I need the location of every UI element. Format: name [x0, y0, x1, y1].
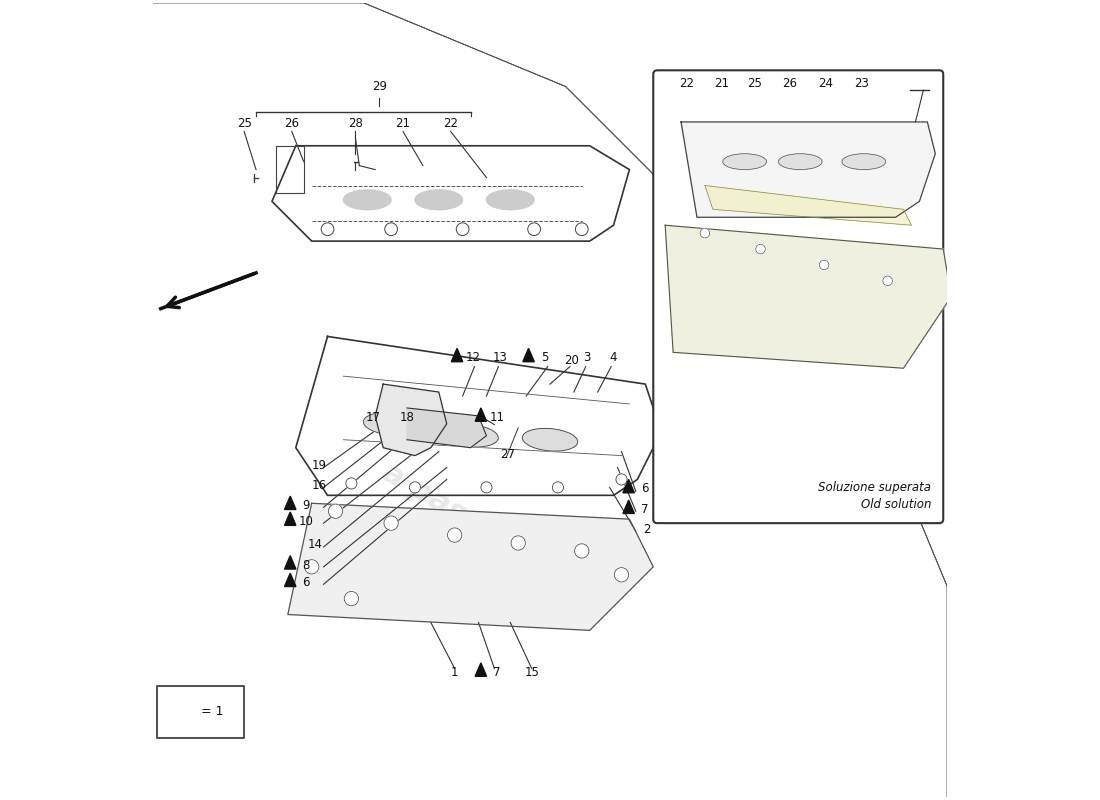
Circle shape — [345, 478, 358, 489]
Text: a passion: a passion — [376, 458, 532, 565]
Text: 13: 13 — [493, 351, 507, 364]
Circle shape — [384, 516, 398, 530]
Polygon shape — [175, 701, 187, 715]
Circle shape — [512, 536, 526, 550]
Circle shape — [329, 504, 343, 518]
Text: 22: 22 — [679, 78, 694, 90]
Text: 17: 17 — [366, 411, 381, 424]
Text: 19: 19 — [312, 459, 327, 473]
Circle shape — [409, 482, 420, 493]
Text: 14: 14 — [308, 538, 323, 551]
Text: 6: 6 — [302, 576, 310, 590]
Polygon shape — [288, 503, 653, 630]
Text: 15: 15 — [525, 666, 540, 679]
Text: 26: 26 — [782, 78, 797, 90]
Text: 8: 8 — [302, 558, 310, 572]
Circle shape — [528, 223, 540, 235]
Ellipse shape — [443, 425, 498, 447]
Text: for excellence: for excellence — [421, 535, 568, 630]
Ellipse shape — [486, 190, 535, 210]
Circle shape — [344, 591, 359, 606]
Text: 26: 26 — [284, 117, 299, 130]
Circle shape — [305, 560, 319, 574]
Polygon shape — [407, 408, 486, 448]
Polygon shape — [285, 556, 296, 569]
Polygon shape — [375, 384, 447, 456]
Circle shape — [552, 482, 563, 493]
Text: 3: 3 — [584, 351, 591, 364]
Text: 29: 29 — [372, 80, 387, 93]
Text: 7: 7 — [641, 503, 648, 516]
Polygon shape — [705, 186, 912, 226]
FancyBboxPatch shape — [157, 686, 244, 738]
Polygon shape — [623, 500, 635, 514]
Text: 22: 22 — [443, 117, 459, 130]
Text: 21: 21 — [396, 117, 410, 130]
Text: 1: 1 — [451, 666, 459, 679]
Text: 4: 4 — [609, 351, 616, 364]
Polygon shape — [666, 226, 952, 368]
Polygon shape — [522, 348, 535, 362]
Text: 7: 7 — [493, 666, 500, 679]
Text: Old solution: Old solution — [861, 498, 932, 511]
Polygon shape — [285, 512, 296, 526]
Text: Soluzione superata: Soluzione superata — [818, 481, 932, 494]
Text: 25: 25 — [748, 78, 762, 90]
Ellipse shape — [723, 154, 767, 170]
Text: 9: 9 — [302, 499, 310, 512]
Polygon shape — [451, 348, 463, 362]
Polygon shape — [285, 496, 296, 510]
Circle shape — [448, 528, 462, 542]
Ellipse shape — [522, 428, 578, 451]
Ellipse shape — [343, 190, 392, 210]
Ellipse shape — [415, 190, 463, 210]
Text: 28: 28 — [348, 117, 363, 130]
Circle shape — [575, 223, 589, 235]
Text: = 1: = 1 — [201, 705, 223, 718]
Text: 5: 5 — [541, 351, 548, 364]
Text: 24: 24 — [818, 78, 833, 90]
Circle shape — [756, 244, 766, 254]
Text: 21: 21 — [714, 78, 729, 90]
Circle shape — [701, 229, 710, 238]
Polygon shape — [475, 663, 486, 676]
Text: 23: 23 — [854, 78, 869, 90]
Circle shape — [481, 482, 492, 493]
Text: 18: 18 — [399, 411, 415, 424]
Text: 16: 16 — [312, 479, 327, 492]
Polygon shape — [623, 479, 635, 493]
Polygon shape — [285, 573, 296, 586]
Text: 20: 20 — [564, 354, 579, 366]
Text: 27: 27 — [500, 447, 516, 461]
Circle shape — [456, 223, 469, 235]
Ellipse shape — [779, 154, 822, 170]
Text: 2: 2 — [644, 523, 651, 536]
FancyBboxPatch shape — [653, 70, 944, 523]
Circle shape — [616, 474, 627, 485]
Ellipse shape — [842, 154, 886, 170]
Circle shape — [321, 223, 334, 235]
Text: 25: 25 — [236, 117, 252, 130]
Text: 11: 11 — [490, 411, 504, 424]
Text: 10: 10 — [299, 515, 314, 528]
Circle shape — [820, 260, 829, 270]
Ellipse shape — [363, 413, 419, 435]
Circle shape — [574, 544, 589, 558]
Text: 12: 12 — [465, 351, 481, 364]
Polygon shape — [681, 122, 935, 218]
Circle shape — [883, 276, 892, 286]
Text: 6: 6 — [641, 482, 648, 495]
Polygon shape — [475, 408, 486, 422]
Circle shape — [385, 223, 397, 235]
Circle shape — [614, 568, 629, 582]
